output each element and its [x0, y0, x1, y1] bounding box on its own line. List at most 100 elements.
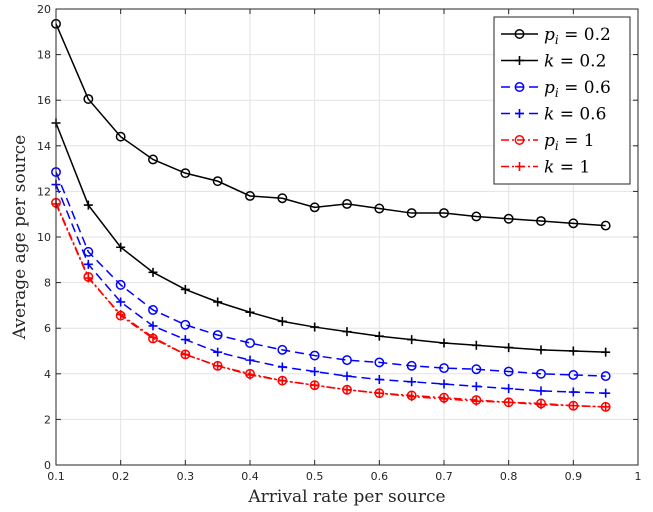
data-point-plus [471, 340, 481, 350]
data-point-circle [342, 198, 352, 209]
x-tick-label: 0.7 [435, 470, 453, 483]
data-point-plus [310, 380, 320, 390]
data-point-plus [407, 335, 417, 345]
series-1 [51, 118, 611, 357]
legend-var: k [544, 158, 554, 178]
data-point-plus [83, 200, 93, 210]
data-point-circle [503, 213, 514, 224]
data-point-plus [568, 346, 578, 356]
data-point-circle [471, 211, 482, 222]
x-tick-label: 0.4 [241, 470, 259, 483]
legend-value: = 1 [559, 131, 595, 151]
legend-label: pi = 1 [544, 131, 595, 153]
data-point-plus [536, 345, 546, 355]
data-point-plus [116, 310, 126, 320]
data-point-plus [374, 375, 384, 384]
data-point-plus [245, 370, 255, 380]
data-point-plus [116, 242, 126, 252]
legend-label: k = 0.6 [544, 105, 606, 125]
data-point-circle [600, 220, 611, 231]
data-point-plus [180, 349, 190, 359]
data-point-plus [342, 385, 352, 395]
data-point-circle [83, 94, 94, 105]
data-point-circle [148, 305, 158, 315]
y-tick-label: 16 [37, 94, 51, 107]
legend-value: = 0.6 [559, 78, 611, 98]
data-point-plus [439, 394, 449, 404]
data-point-plus [536, 400, 546, 410]
data-point-plus [342, 371, 352, 381]
legend-label: k = 0.2 [544, 52, 606, 72]
y-tick-label: 2 [44, 413, 51, 426]
data-point-circle [342, 355, 352, 366]
data-point-circle [439, 208, 449, 219]
data-point-plus [568, 387, 578, 397]
x-tick-label: 0.6 [371, 470, 389, 483]
data-point-circle [568, 369, 579, 380]
data-point-circle [245, 191, 255, 201]
data-point-plus [277, 316, 287, 326]
data-point-plus [504, 384, 514, 394]
legend-var: p [544, 25, 555, 45]
data-point-circle [374, 203, 385, 214]
data-point-circle [180, 319, 191, 330]
data-point-circle [503, 366, 514, 377]
data-point-circle [514, 29, 525, 39]
series-5 [51, 199, 611, 412]
data-point-circle [148, 154, 158, 165]
legend-item-5: k = 1 [501, 158, 590, 178]
y-tick-label: 0 [44, 459, 51, 472]
data-point-plus [277, 362, 287, 372]
data-point-circle [115, 131, 126, 142]
y-axis-title: Average age per source [10, 135, 30, 340]
series-4 [51, 197, 611, 412]
data-point-circle [374, 357, 385, 368]
y-tick-label: 8 [44, 277, 51, 290]
data-point-circle [309, 350, 320, 361]
data-point-plus [407, 392, 417, 402]
legend-item-4: pi = 1 [501, 131, 595, 153]
legend-label: k = 1 [544, 158, 590, 178]
data-point-plus [148, 332, 158, 342]
data-point-plus [213, 297, 223, 307]
data-point-circle [309, 202, 320, 213]
legend-var: k [544, 105, 554, 125]
x-tick-label: 0.2 [112, 470, 130, 483]
data-point-circle [568, 218, 579, 229]
data-point-circle [536, 216, 546, 226]
series-line-3 [55, 184, 606, 394]
y-tick-label: 14 [37, 140, 51, 153]
legend-item-0: pi = 0.2 [501, 25, 611, 47]
data-point-plus [310, 367, 320, 377]
y-tick-label: 20 [37, 3, 51, 16]
data-point-plus [374, 331, 384, 341]
data-point-plus [148, 267, 158, 277]
data-point-plus [439, 338, 449, 348]
data-point-plus [504, 397, 514, 407]
legend-subscript: i [555, 86, 559, 100]
data-point-circle [439, 363, 449, 374]
x-axis-title: Arrival rate per source [247, 487, 445, 507]
data-point-plus [515, 56, 524, 65]
data-point-plus [116, 297, 126, 307]
data-point-plus [407, 377, 417, 387]
series-3 [51, 180, 611, 398]
data-point-plus [83, 273, 93, 283]
legend-value: = 1 [554, 158, 590, 178]
data-point-circle [600, 371, 611, 382]
y-tick-label: 12 [37, 185, 51, 198]
data-point-circle [212, 330, 223, 340]
data-point-plus [245, 307, 255, 317]
data-point-circle [406, 208, 417, 219]
x-tick-label: 0.3 [177, 470, 195, 483]
data-point-plus [83, 259, 93, 269]
data-point-plus [180, 335, 190, 345]
data-point-plus [515, 162, 524, 171]
data-point-plus [536, 386, 546, 396]
y-tick-label: 18 [37, 49, 51, 62]
legend-var: p [544, 131, 555, 151]
data-point-circle [180, 168, 191, 179]
data-point-plus [277, 376, 287, 386]
data-point-plus [471, 381, 481, 391]
x-tick-label: 0.1 [47, 470, 65, 483]
